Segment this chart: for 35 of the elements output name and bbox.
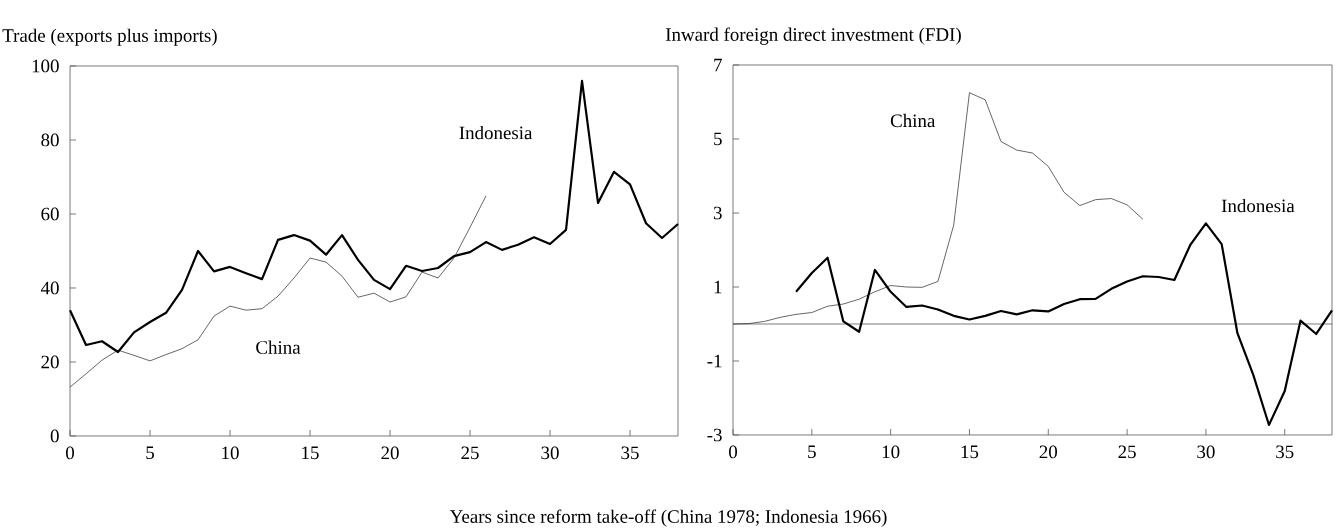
y-tick-label: 60 bbox=[41, 207, 59, 221]
x-tick-label: 5 bbox=[808, 445, 816, 459]
y-tick-label: 20 bbox=[41, 355, 59, 369]
y-tick-label: 80 bbox=[41, 133, 59, 147]
x-tick-label: 0 bbox=[66, 446, 75, 460]
x-tick-label: 25 bbox=[1118, 445, 1136, 459]
x-tick-label: 30 bbox=[541, 446, 559, 460]
x-tick-label: 10 bbox=[882, 445, 900, 459]
x-tick-label: 5 bbox=[146, 446, 154, 460]
y-tick-label: 40 bbox=[40, 281, 59, 295]
x-tick-label: 30 bbox=[1197, 445, 1215, 459]
series-label: Indonesia bbox=[1221, 198, 1295, 213]
x-tick-label: 25 bbox=[461, 446, 479, 460]
y-tick-label: -3 bbox=[707, 428, 722, 442]
chart-title: Trade (exports plus imports) bbox=[2, 28, 217, 46]
y-tick-label: 100 bbox=[32, 59, 59, 73]
y-tick-label: -1 bbox=[707, 354, 722, 368]
series-label: China bbox=[890, 113, 936, 128]
x-tick-label: 10 bbox=[222, 446, 239, 460]
x-tick-label: 15 bbox=[302, 446, 319, 460]
x-tick-label: 20 bbox=[381, 446, 399, 460]
y-tick-label: 0 bbox=[50, 429, 59, 443]
x-tick-label: 20 bbox=[1039, 445, 1058, 459]
y-tick-label: 3 bbox=[713, 206, 722, 220]
y-tick-label: 5 bbox=[714, 132, 722, 146]
x-tick-label: 0 bbox=[729, 445, 738, 459]
x-tick-label: 35 bbox=[621, 446, 639, 460]
y-tick-label: 1 bbox=[714, 280, 722, 294]
text: Indonesia bbox=[459, 125, 533, 140]
x-tick-label: 15 bbox=[961, 445, 979, 459]
chart-title: Inward foreign direct investment (FDI) bbox=[665, 27, 961, 45]
x-tick-label: 35 bbox=[1276, 445, 1294, 459]
x-axis-title: Years since reform take-off (China 1978; Indonesia 1966) bbox=[449, 509, 887, 527]
series-label: China bbox=[256, 340, 301, 354]
y-tick-label: 7 bbox=[714, 58, 722, 72]
